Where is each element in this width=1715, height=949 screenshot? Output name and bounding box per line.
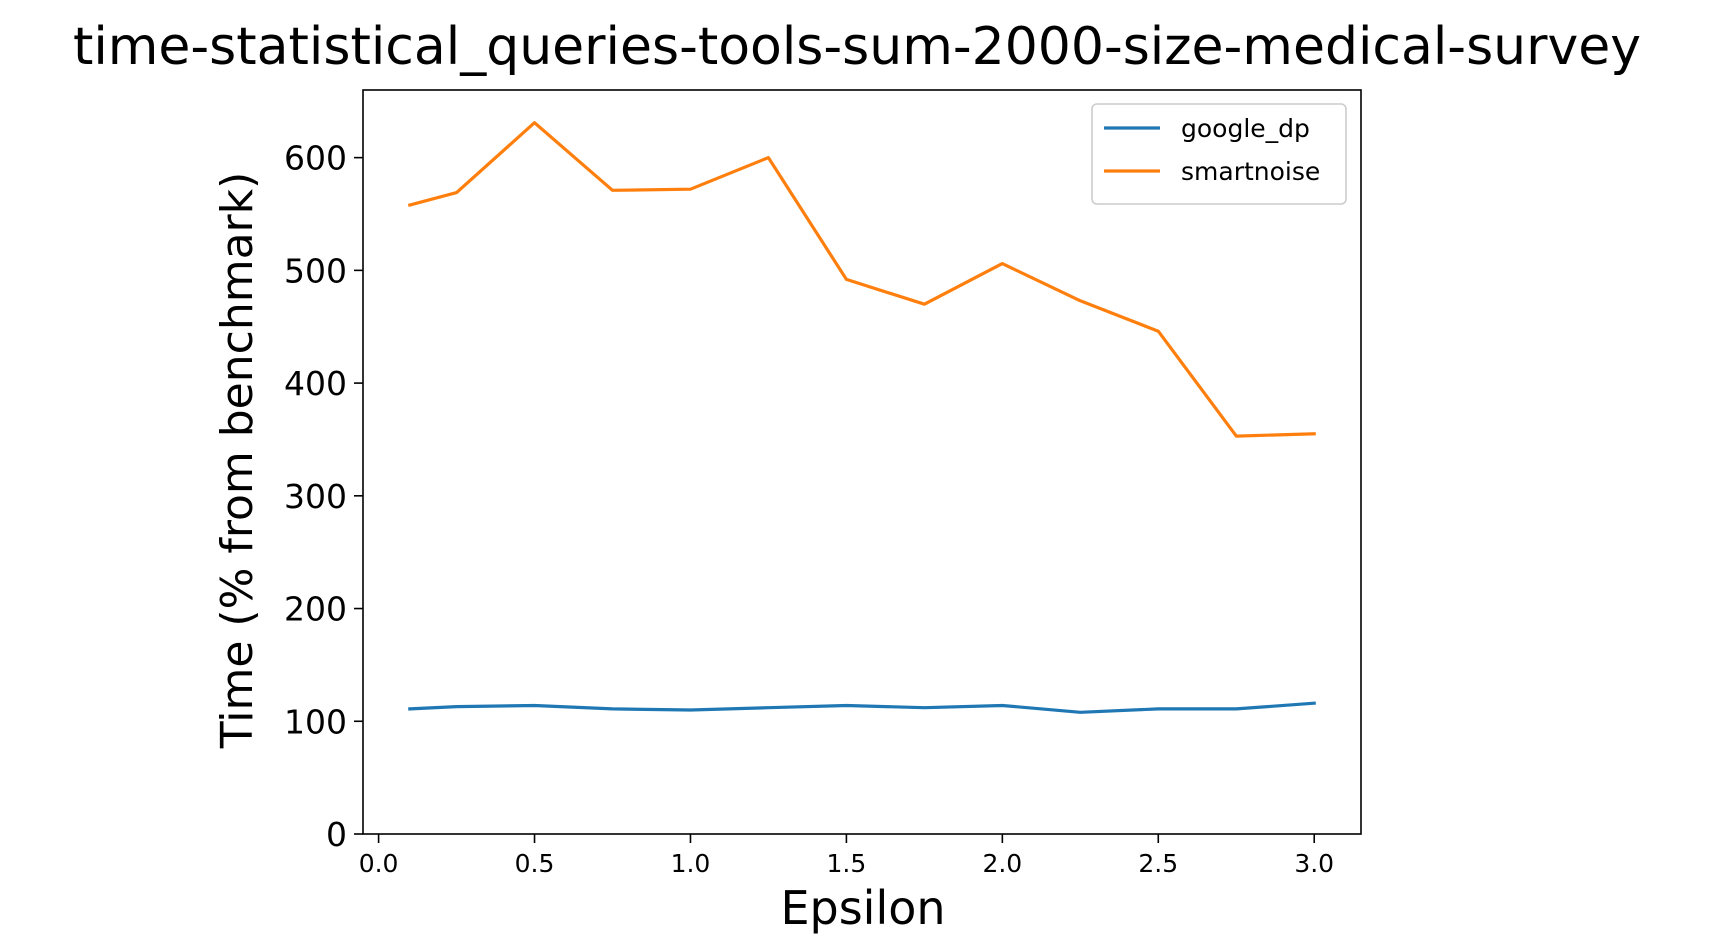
legend-label-smartnoise: smartnoise — [1181, 157, 1320, 186]
x-tick-label: 1.0 — [671, 849, 711, 878]
y-tick-label: 600 — [284, 139, 347, 178]
series-layer — [407, 121, 1316, 714]
chart-title: time-statistical_queries-tools-sum-2000-… — [73, 17, 1641, 77]
x-axis-label: Epsilon — [780, 881, 945, 935]
y-axis: 0 100 200 300 400 500 600 — [284, 139, 363, 854]
x-tick-label: 2.5 — [1138, 849, 1178, 878]
plot-frame — [362, 89, 1362, 835]
legend-label-google_dp: google_dp — [1181, 114, 1310, 143]
x-axis: 0.0 0.5 1.0 1.5 2.0 2.5 3.0 — [359, 834, 1334, 878]
y-tick-label: 300 — [284, 477, 347, 516]
y-tick-label: 0 — [326, 815, 347, 854]
y-axis-label: Time (% from benchmark) — [212, 172, 263, 750]
series-line-google_dp — [408, 701, 1316, 714]
y-tick-label: 100 — [284, 702, 347, 741]
series-line-smartnoise — [407, 121, 1316, 438]
x-tick-label: 3.0 — [1294, 849, 1334, 878]
x-tick-label: 0.5 — [515, 849, 555, 878]
x-tick-label: 0.0 — [359, 849, 399, 878]
x-tick-label: 2.0 — [982, 849, 1022, 878]
y-tick-label: 500 — [284, 251, 347, 290]
y-tick-label: 200 — [284, 590, 347, 629]
y-tick-label: 400 — [284, 364, 347, 403]
legend: google_dp smartnoise — [1091, 103, 1347, 205]
x-tick-label: 1.5 — [827, 849, 867, 878]
